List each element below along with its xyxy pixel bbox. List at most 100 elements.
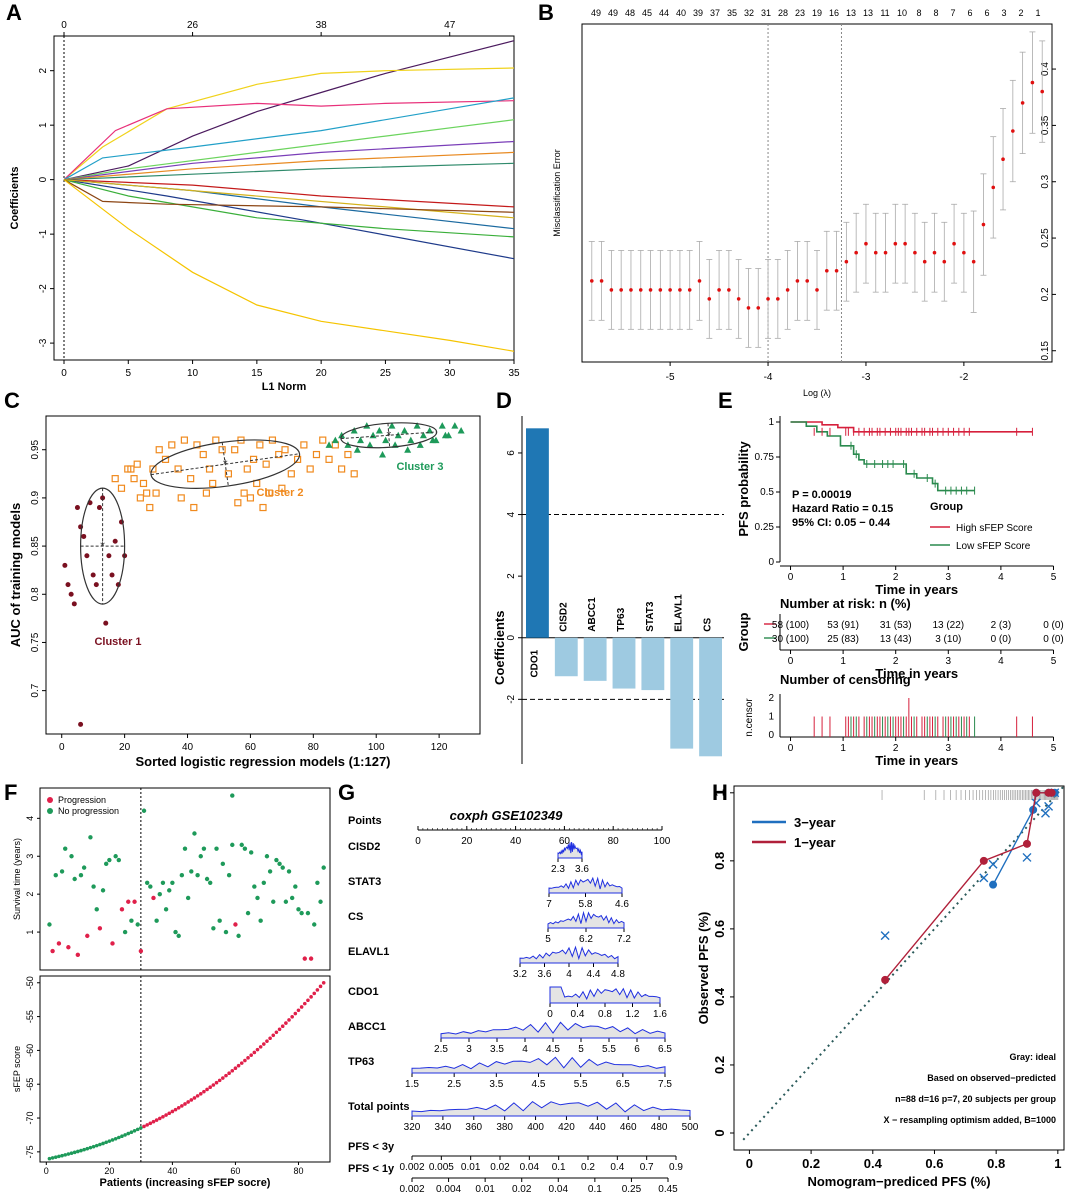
- score-point: [252, 1050, 257, 1055]
- calibration-point: [989, 880, 998, 889]
- y-tick-label-a: -2: [38, 284, 49, 293]
- x-tick-label-e: 5: [1051, 572, 1057, 583]
- cv-point: [678, 288, 682, 292]
- cluster-point: [152, 489, 160, 497]
- top-count-label-b: 8: [916, 8, 921, 18]
- top-count-label-b: 3: [1001, 8, 1006, 18]
- calibration-point: [1032, 788, 1041, 797]
- survival-point: [220, 861, 226, 867]
- survival-point: [230, 793, 235, 798]
- y-axis-label-b: Misclassification Error: [552, 149, 562, 237]
- coef-bar: [583, 637, 607, 681]
- cluster-point: [243, 465, 251, 473]
- cluster-point: [451, 422, 459, 429]
- y-tick-label-a: -3: [38, 338, 49, 347]
- x-tick-label-h: 0.8: [987, 1156, 1005, 1171]
- bar-label: CS: [703, 618, 714, 632]
- y-tick-label-b: 0.25: [1040, 228, 1051, 248]
- score-point: [214, 1080, 219, 1085]
- survival-point: [113, 854, 118, 859]
- score-point: [94, 1143, 99, 1148]
- survival-point: [160, 880, 166, 885]
- score-point: [135, 1127, 140, 1132]
- risk-cell: 30 (100): [772, 634, 809, 645]
- x-tick-label-a: 30: [444, 368, 456, 379]
- score-point: [85, 1146, 90, 1151]
- score-point: [249, 1053, 253, 1057]
- cluster-point: [379, 451, 387, 458]
- censor-x-label: 1: [840, 743, 846, 754]
- nomogram-tick-label: 4: [566, 969, 572, 980]
- score-point: [72, 1150, 77, 1155]
- survival-point: [53, 873, 58, 878]
- cluster-point: [103, 620, 109, 626]
- nomogram-tick-label: 0.4: [571, 1009, 585, 1020]
- nomogram-tick-label: 3.2: [513, 969, 527, 980]
- coef-bar: [699, 637, 722, 757]
- survival-point: [236, 933, 241, 939]
- survival-point: [305, 910, 311, 916]
- cluster-point: [111, 475, 119, 483]
- panel-letter-a: A: [6, 0, 22, 25]
- cluster-point: [287, 470, 295, 478]
- plot-frame-b: [581, 23, 1053, 363]
- cv-point: [883, 250, 888, 255]
- x-tick-label-h: 0.2: [802, 1156, 820, 1171]
- cluster-point: [265, 489, 273, 497]
- y-tick-label-d: 4: [506, 511, 517, 517]
- nomogram-tick-label: 0.04: [549, 1184, 569, 1194]
- x-tick-label-h: 0.6: [925, 1156, 943, 1171]
- nomogram-row-label: PFS < 3y: [348, 1141, 395, 1153]
- x-axis-label-f: Patients (increasing sFEP socre): [100, 1177, 271, 1189]
- nomogram-row-label: TP63: [348, 1056, 374, 1068]
- score-point: [76, 1149, 80, 1154]
- cv-point: [981, 222, 986, 227]
- y-tick-label-h: 0.6: [712, 920, 727, 938]
- survival-point: [318, 899, 323, 904]
- cluster-point: [74, 505, 80, 511]
- cluster-point: [143, 489, 151, 497]
- score-point: [170, 1109, 175, 1114]
- cluster-point: [146, 503, 154, 512]
- legend-marker-f: [47, 797, 53, 803]
- survival-point: [296, 907, 301, 912]
- cluster-point: [81, 533, 87, 539]
- panel-letter-f: F: [4, 780, 17, 805]
- calibration-note: Gray: ideal: [1009, 1052, 1056, 1062]
- censor-x-label: 4: [998, 743, 1004, 754]
- cv-point: [619, 288, 623, 292]
- nomogram-tick-label: 3.6: [538, 969, 552, 980]
- nomogram-tick-label: 0.25: [622, 1184, 642, 1194]
- y-axis-label-d: Coefficients: [492, 611, 507, 685]
- top-count-label-b: 45: [642, 8, 652, 18]
- cv-point: [1020, 101, 1025, 105]
- score-point: [230, 1068, 235, 1073]
- censor-x-label: 3: [946, 743, 952, 754]
- plot-frame-c: [45, 415, 481, 735]
- cv-point: [991, 185, 996, 190]
- x-tick-label-f: 40: [167, 1166, 177, 1176]
- coef-path: [63, 179, 515, 238]
- censor-y-axis-label: n.censor: [744, 698, 755, 737]
- plot-frame-a: [53, 35, 515, 361]
- survival-point: [138, 948, 144, 954]
- score-point: [258, 1045, 263, 1049]
- cluster-point: [278, 484, 286, 492]
- survival-point: [132, 899, 137, 904]
- risk-x-label: 0: [788, 656, 794, 667]
- survival-point: [47, 922, 52, 927]
- calibration-note: Based on observed−predicted: [927, 1073, 1056, 1083]
- nomogram-tick-label: 80: [608, 836, 620, 847]
- survival-point: [103, 861, 109, 867]
- x-tick-label-c: 60: [245, 742, 257, 753]
- score-point: [306, 998, 310, 1003]
- legend-label-h: 3−year: [794, 815, 836, 830]
- nomogram-tick-label: 1.2: [626, 1009, 640, 1020]
- survival-point: [66, 945, 71, 950]
- y-tick-label-e: 0.25: [755, 522, 775, 533]
- nomogram-tick-label: 380: [496, 1122, 513, 1133]
- nomogram-tick-label: 0.7: [640, 1162, 654, 1173]
- nomogram-tick-label: 5: [545, 934, 551, 945]
- survival-point: [78, 873, 84, 878]
- x-tick-label-f: 0: [44, 1166, 49, 1176]
